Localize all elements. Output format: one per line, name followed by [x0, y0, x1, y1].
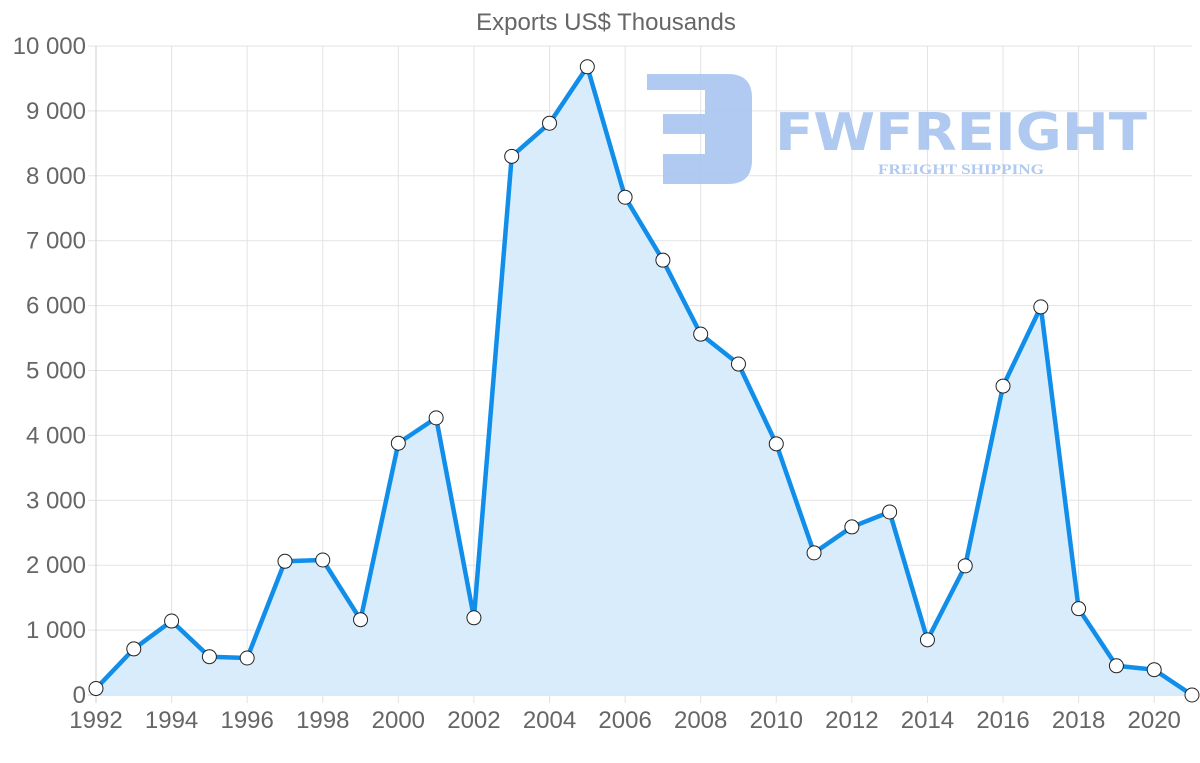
data-point-2014[interactable]: [919, 632, 935, 648]
logo-brand-text: FWFREIGHT: [775, 103, 1148, 163]
data-point-1996[interactable]: [239, 650, 255, 666]
data-point-2017[interactable]: [1033, 299, 1049, 315]
data-point-1997[interactable]: [277, 553, 293, 569]
data-point-2003[interactable]: [504, 148, 520, 164]
y-tick-label: 5 000: [26, 358, 86, 385]
y-tick-label: 7 000: [26, 228, 86, 255]
data-point-2001[interactable]: [428, 410, 444, 426]
data-point-2009[interactable]: [730, 356, 746, 372]
x-tick-label: 2006: [598, 707, 651, 734]
watermark-logo: FWFREIGHT FREIGHT SHIPPING: [647, 74, 1148, 184]
data-point-2013[interactable]: [882, 504, 898, 520]
x-tick-label: 2014: [901, 707, 954, 734]
x-tick-label: 1992: [69, 707, 122, 734]
y-tick-label: 2 000: [26, 552, 86, 579]
data-point-1993[interactable]: [126, 641, 142, 657]
data-point-1998[interactable]: [315, 552, 331, 568]
x-tick-label: 2020: [1128, 707, 1181, 734]
x-tick-label: 2008: [674, 707, 727, 734]
x-tick-label: 2016: [976, 707, 1029, 734]
x-tick-label: 2002: [447, 707, 500, 734]
y-tick-label: 8 000: [26, 163, 86, 190]
chart-title: Exports US$ Thousands: [476, 9, 736, 36]
data-point-1999[interactable]: [353, 612, 369, 628]
x-axis-labels: 1992 1994 1996 1998 2000 2002 2004 2006 2008 2010…: [69, 707, 1181, 734]
y-tick-label: 10 000: [13, 33, 86, 60]
data-point-2002[interactable]: [466, 610, 482, 626]
data-point-2016[interactable]: [995, 378, 1011, 394]
data-point-1994[interactable]: [164, 613, 180, 629]
y-tick-label: 9 000: [26, 98, 86, 125]
y-tick-label: 0: [73, 682, 86, 709]
x-tick-label: 2018: [1052, 707, 1105, 734]
data-point-2008[interactable]: [693, 326, 709, 342]
data-point-2005[interactable]: [579, 59, 595, 75]
data-point-2006[interactable]: [617, 189, 633, 205]
x-tick-label: 2004: [523, 707, 576, 734]
logo-tagline-text: FREIGHT SHIPPING: [878, 162, 1044, 178]
y-tick-label: 1 000: [26, 617, 86, 644]
x-tick-label: 1994: [145, 707, 198, 734]
series-area-fill: [96, 66, 1192, 695]
data-point-2007[interactable]: [655, 252, 671, 268]
data-point-2011[interactable]: [806, 545, 822, 561]
x-tick-label: 1998: [296, 707, 349, 734]
data-point-2015[interactable]: [957, 558, 973, 574]
data-point-1992[interactable]: [88, 681, 104, 697]
y-axis-labels: 0 1 000 2 000 3 000 4 000 5 000 6 000 7 000 8 00…: [13, 33, 86, 709]
data-point-2010[interactable]: [768, 436, 784, 452]
x-tick-label: 1996: [220, 707, 273, 734]
data-point-2019[interactable]: [1108, 658, 1124, 674]
x-tick-label: 2000: [372, 707, 425, 734]
y-tick-label: 4 000: [26, 422, 86, 449]
y-tick-label: 3 000: [26, 487, 86, 514]
data-point-1995[interactable]: [201, 649, 217, 665]
data-point-2018[interactable]: [1071, 601, 1087, 617]
data-point-2021[interactable]: [1184, 687, 1200, 703]
data-points: [88, 59, 1200, 703]
x-tick-label: 2010: [750, 707, 803, 734]
data-point-2020[interactable]: [1146, 662, 1162, 678]
logo-mark-icon: [647, 74, 752, 184]
y-tick-label: 6 000: [26, 293, 86, 320]
x-tick-label: 2012: [825, 707, 878, 734]
data-point-2000[interactable]: [390, 435, 406, 451]
data-point-2012[interactable]: [844, 519, 860, 535]
data-point-2004[interactable]: [542, 115, 558, 131]
series-line: [93, 64, 1195, 698]
